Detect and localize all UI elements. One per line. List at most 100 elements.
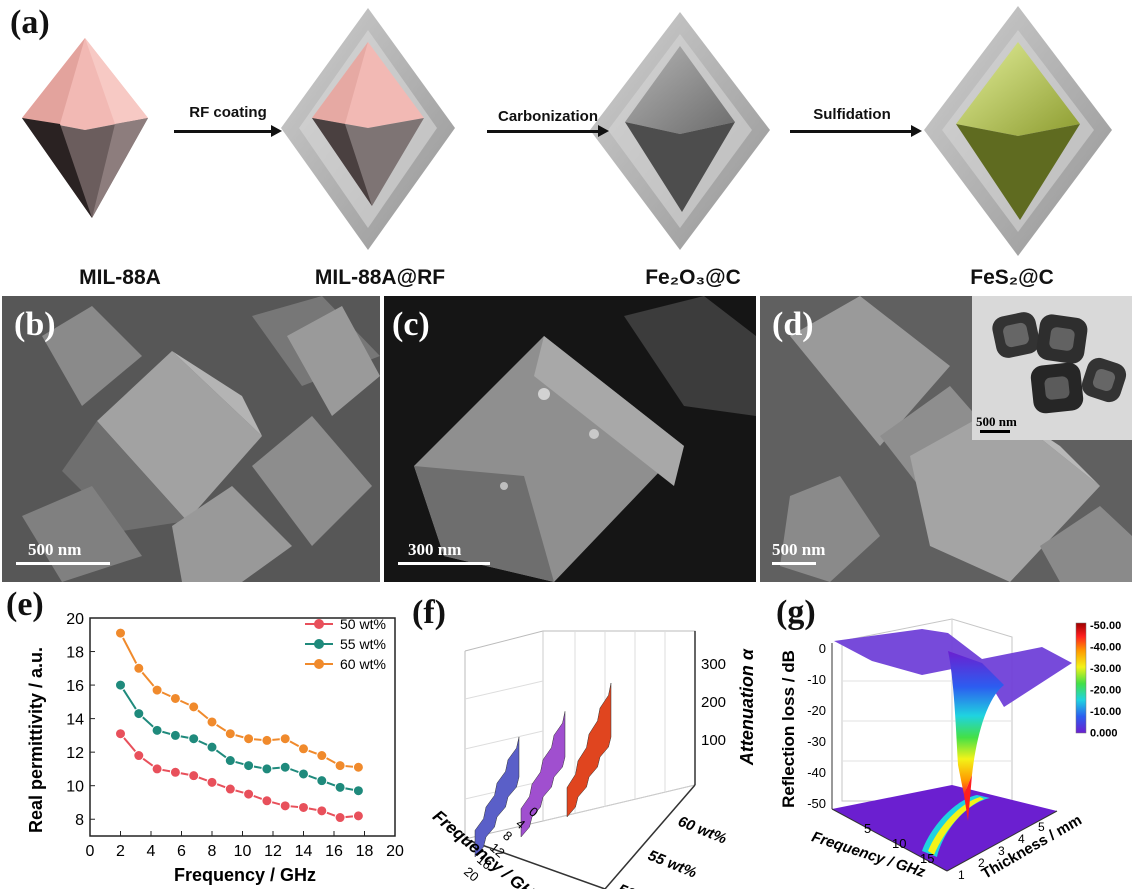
tem-inset-scale-label: 500 nm	[976, 414, 1017, 429]
chart-g-freq-tick-label: 15	[920, 851, 934, 866]
chart-f-zlabel: Attenuation α	[737, 648, 757, 766]
chart-e-point	[188, 770, 200, 782]
arrow-label-rf-coating: RF coating	[189, 104, 267, 121]
panel-e-letter: (e)	[6, 586, 44, 623]
sem-b-crystals	[2, 296, 380, 582]
chart-e-ytick-label: 14	[66, 712, 84, 729]
stage-label-fes2-c: FeS₂@C	[970, 266, 1054, 289]
chart-e-point	[206, 776, 218, 788]
chart-g-ztick-label: -10	[807, 672, 826, 687]
panel-c-scale-label: 300 nm	[408, 540, 462, 559]
chart-e-point	[224, 728, 236, 740]
chart-f-ztick-label: 100	[701, 732, 726, 749]
chart-g-ztick-label: 0	[819, 641, 826, 656]
chart-e-point	[151, 684, 163, 696]
chart-e-line-series-1	[119, 684, 359, 792]
chart-g-absorption-well	[948, 651, 1004, 795]
tem-inset-scale-bar	[980, 430, 1010, 433]
chart-e-point	[316, 750, 328, 762]
panel-b-scale-bar	[16, 562, 110, 565]
chart-e-point	[169, 766, 181, 778]
stage-label-fe2o3-c: Fe₂O₃@C	[645, 266, 741, 289]
chart-g-ztick-label: -20	[807, 703, 826, 718]
chart-e-xtick-label: 16	[325, 843, 343, 860]
chart-e-point	[224, 755, 236, 767]
octahedron-fe2o3-c	[590, 12, 770, 250]
chart-e-point	[115, 728, 126, 740]
chart-e-point	[261, 734, 273, 746]
tem-inset-particles	[972, 296, 1132, 440]
stage-label-mil88a-rf: MIL-88A@RF	[314, 266, 446, 289]
chart-e-point	[298, 801, 309, 813]
stage-label-mil88a: MIL-88A	[79, 266, 161, 289]
arrow-sulfidation	[790, 125, 922, 137]
chart-e-point	[298, 768, 309, 780]
chart-f-ribbon-series-1	[520, 711, 566, 838]
panel-c-letter: (c)	[392, 306, 430, 343]
chart-e-xtick-label: 0	[86, 843, 95, 860]
panel-g-letter: (g)	[776, 594, 816, 631]
chart-e-point	[188, 733, 200, 745]
chart-e-xtick-label: 4	[147, 843, 156, 860]
tem-inset: 500 nm	[972, 296, 1132, 440]
panel-d-letter: (d)	[772, 306, 814, 343]
chart-g-colorbar	[1075, 622, 1087, 734]
chart-e-point	[224, 783, 236, 795]
panel-a-scheme	[22, 6, 1112, 256]
chart-g-colorbar-label: -40.00	[1090, 642, 1121, 654]
chart-g-freq-tick-label: 10	[892, 836, 906, 851]
chart-e-point	[169, 729, 181, 741]
panel-b-scale-label: 500 nm	[28, 540, 82, 559]
chart-g-colorbar-label: -30.00	[1090, 663, 1121, 675]
chart-g-thickness-tick-label: 4	[1018, 832, 1025, 846]
chart-e-xtick-label: 14	[295, 843, 313, 860]
panel-c-scale-bar	[398, 562, 490, 565]
chart-g-thickness-tick-label: 5	[1038, 820, 1045, 834]
chart-f-ribbon-series-0	[474, 736, 520, 858]
panel-d-scale-bar	[772, 562, 816, 565]
sem-image-b: (b) 500 nm	[2, 296, 380, 582]
chart-g-thickness-tick-label: 3	[998, 844, 1005, 858]
chart-e-point	[133, 750, 145, 762]
chart-g-zlabel: Reflection loss / dB	[779, 650, 798, 808]
arrow-carbonization	[487, 125, 609, 137]
chart-e-permittivity: 0 2 4 6 8 10 12 14 16 18 20 8 10 12 14 16 18 20 50 wt% 55 …	[26, 611, 404, 885]
chart-e-point	[151, 763, 163, 775]
chart-e-ytick-label: 18	[66, 645, 84, 662]
chart-g-thickness-tick-label: 2	[978, 856, 985, 870]
panel-d-scale-label: 500 nm	[772, 540, 826, 559]
chart-e-point	[261, 763, 273, 775]
chart-e-point	[243, 788, 255, 800]
chart-e-legend-marker	[314, 639, 324, 649]
chart-g-colorbar-label: -10.00	[1090, 706, 1121, 718]
chart-f-ztick-label: 200	[701, 694, 726, 711]
chart-e-point	[352, 785, 364, 797]
arrow-rf-coating	[174, 125, 282, 137]
arrow-label-carbonization: Carbonization	[498, 108, 598, 125]
chart-e-legend-label: 60 wt%	[340, 656, 386, 672]
octahedron-fes2-c	[924, 6, 1112, 256]
octahedron-mil88a	[22, 38, 148, 218]
chart-e-legend-marker	[314, 659, 324, 669]
chart-g-ztick-label: -30	[807, 734, 826, 749]
sem-image-c: (c) 300 nm	[384, 296, 756, 582]
chart-e-xtick-label: 6	[177, 843, 186, 860]
chart-e-ytick-label: 10	[66, 779, 84, 796]
chart-e-ylabel: Real permittivity / a.u.	[26, 647, 46, 833]
chart-e-legend-label: 55 wt%	[340, 636, 386, 652]
chart-g-freq-tick-label: 5	[864, 821, 871, 836]
chart-e-point	[206, 741, 218, 753]
chart-e-point	[115, 679, 126, 691]
chart-e-legend-label: 50 wt%	[340, 616, 386, 632]
chart-e-xtick-label: 2	[116, 843, 125, 860]
chart-e-point	[334, 760, 346, 772]
chart-f-ztick-label: 300	[701, 656, 726, 673]
chart-e-point	[188, 701, 200, 713]
chart-e-xtick-label: 18	[356, 843, 374, 860]
chart-e-xtick-label: 10	[234, 843, 252, 860]
chart-g-ztick-label: -40	[807, 765, 826, 780]
chart-f-category-label: 55 wt%	[646, 847, 700, 882]
chart-e-ytick-label: 8	[75, 812, 84, 829]
sem-image-d: (d) 500 nm 500 nm	[760, 296, 1132, 582]
